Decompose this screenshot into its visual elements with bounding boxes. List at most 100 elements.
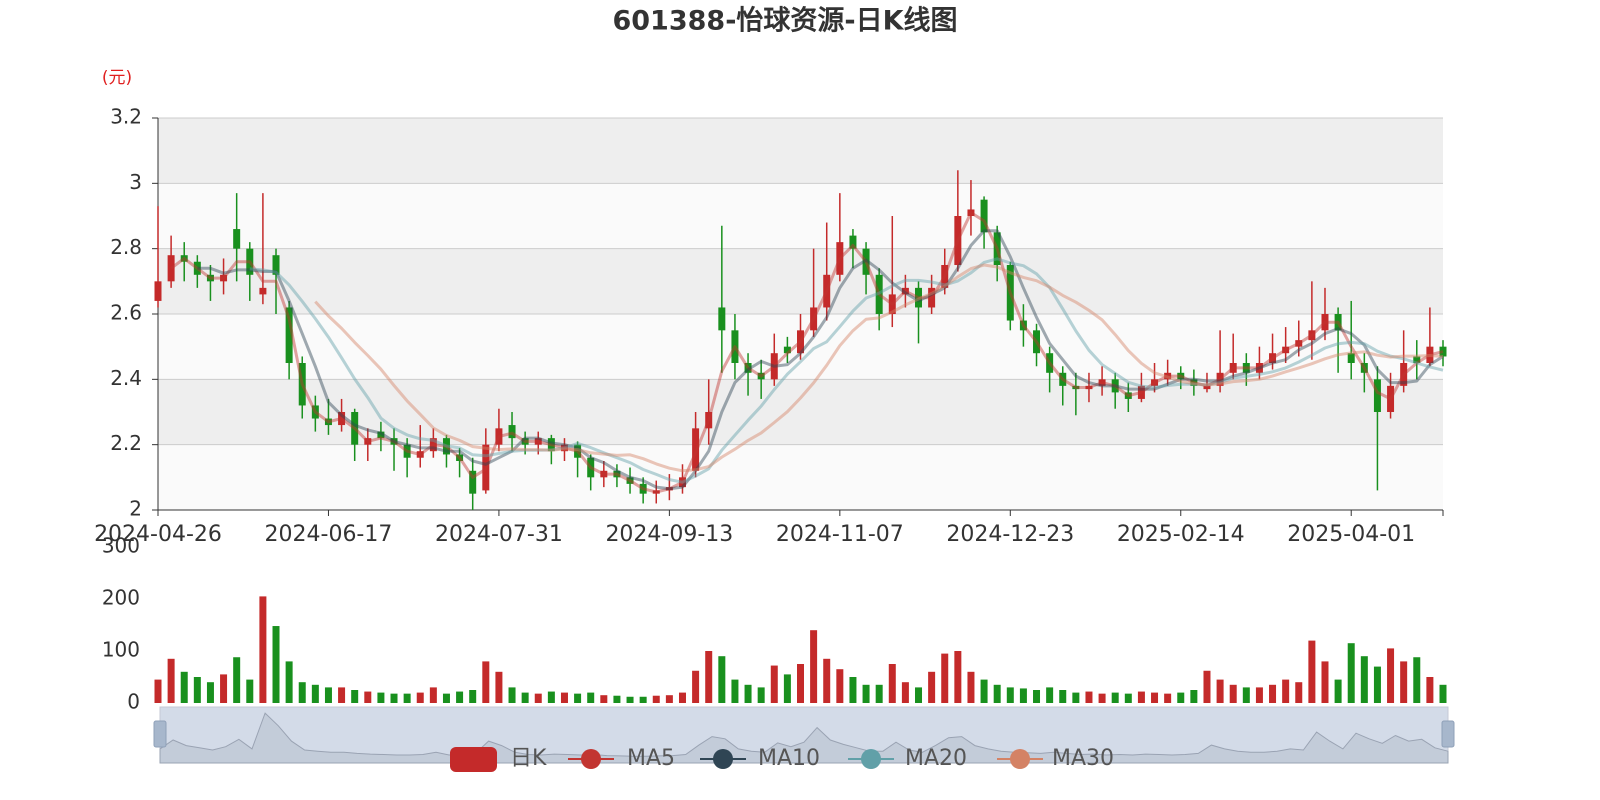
- candle-body: [377, 431, 385, 439]
- candle-body: [442, 438, 450, 455]
- candle-body: [941, 265, 949, 288]
- candle-body: [1111, 379, 1119, 393]
- volume-bar: [521, 692, 529, 703]
- candle-body: [1098, 379, 1106, 386]
- volume-bar: [980, 679, 988, 703]
- candle-body: [1426, 346, 1434, 363]
- volume-bar: [1059, 690, 1067, 703]
- volume-bar: [1255, 687, 1263, 703]
- candle-body: [1373, 379, 1381, 412]
- candle-body: [364, 438, 372, 445]
- volume-bar: [351, 690, 359, 703]
- candle-body: [928, 287, 936, 308]
- legend-icon: [450, 747, 497, 772]
- volume-bar: [560, 692, 568, 703]
- volume-bar: [1360, 656, 1368, 703]
- volume-bar: [1033, 690, 1041, 703]
- grid-band: [158, 379, 1443, 445]
- legend-label: MA10: [758, 746, 820, 771]
- candle-body: [246, 248, 254, 275]
- candle-body: [639, 483, 647, 494]
- volume-bar: [1046, 687, 1054, 703]
- volume-bar: [1347, 643, 1355, 703]
- volume-bar: [1308, 640, 1316, 703]
- x-tick-label: 2025-04-01: [1287, 522, 1415, 547]
- candle-body: [797, 330, 804, 354]
- y-tick-label: 2.2: [110, 431, 142, 455]
- volume-bar: [849, 677, 857, 703]
- candle-body: [1439, 346, 1447, 357]
- candle-body: [351, 412, 359, 445]
- volume-bar: [1282, 679, 1290, 703]
- volume-bar: [639, 696, 647, 703]
- volume-bar: [233, 657, 241, 703]
- candle-body: [587, 457, 595, 478]
- x-tick-label: 2024-11-07: [776, 522, 904, 547]
- volume-bar: [180, 671, 188, 703]
- candle-body: [403, 444, 411, 458]
- candle-body: [613, 470, 621, 478]
- volume-bar: [665, 695, 673, 703]
- volume-bar: [154, 679, 162, 703]
- volume-bar: [1334, 679, 1342, 703]
- volume-bar: [1111, 692, 1119, 703]
- volume-bar: [1269, 684, 1277, 703]
- x-tick-label: 2024-09-13: [605, 522, 733, 547]
- candle-body: [1282, 346, 1290, 354]
- volume-bar: [1006, 687, 1014, 703]
- volume-bar: [1400, 661, 1408, 703]
- candle-body: [980, 199, 988, 233]
- candle-body: [954, 216, 962, 265]
- candle-body: [495, 428, 503, 445]
- zoom-handle: [1441, 720, 1455, 748]
- volume-bar: [508, 687, 516, 703]
- candle-body: [259, 287, 267, 295]
- volume-bar: [259, 596, 267, 703]
- candle-body: [626, 477, 634, 484]
- candle-body: [692, 428, 700, 471]
- candle-body: [482, 444, 490, 491]
- candle-body: [731, 330, 739, 363]
- x-tick-label: 2024-04-26: [94, 522, 222, 547]
- candle-body: [416, 451, 424, 458]
- candle-body: [1229, 363, 1237, 373]
- candle-body: [1321, 314, 1329, 331]
- candle-body: [285, 307, 293, 363]
- ma-line: [197, 229, 1444, 491]
- volume-bar: [587, 692, 595, 703]
- volume-bar: [823, 658, 831, 703]
- volume-bar: [652, 695, 660, 703]
- volume-bar: [311, 684, 319, 703]
- candle-body: [1124, 392, 1132, 399]
- candle-body: [836, 242, 844, 275]
- volume-tick-label: 0: [127, 690, 140, 714]
- grid-band: [158, 118, 1443, 184]
- volume-bar: [928, 671, 936, 703]
- volume-bar: [718, 656, 726, 703]
- chart-title: 601388-怡球资源-日K线图: [612, 6, 957, 37]
- volume-bar: [600, 695, 608, 703]
- volume-bar: [429, 687, 437, 703]
- candle-body: [1203, 385, 1211, 390]
- volume-bar: [1229, 684, 1237, 703]
- candle-body: [823, 274, 831, 308]
- candle-body: [875, 274, 883, 314]
- candle-body: [1308, 330, 1316, 341]
- candle-body: [298, 363, 306, 406]
- candle-body: [1072, 385, 1080, 390]
- volume-bar: [993, 684, 1001, 703]
- volume-bar: [193, 677, 201, 703]
- volume-bar: [246, 679, 254, 703]
- volume-bar: [1413, 657, 1421, 703]
- candle-body: [574, 444, 582, 458]
- y-axis-label: (元): [102, 68, 132, 88]
- candle-body: [810, 307, 818, 331]
- volume-bar: [442, 693, 450, 703]
- candle-body: [967, 209, 975, 216]
- candle-body: [206, 274, 214, 282]
- volume-bar: [757, 687, 765, 703]
- candle-body: [180, 255, 188, 262]
- volume-bar: [403, 693, 411, 703]
- volume-bar: [206, 682, 214, 703]
